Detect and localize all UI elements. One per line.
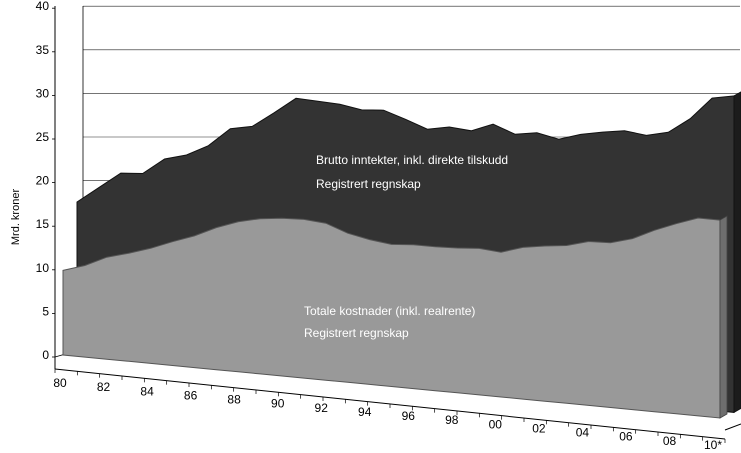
x-tick-label: 82	[97, 380, 111, 394]
x-tick-label: 96	[402, 409, 416, 423]
x-tick-label: 86	[184, 388, 198, 402]
x-tick-label: 90	[271, 397, 285, 411]
series-side-inntekter	[733, 91, 741, 414]
y-tick-label: 5	[42, 304, 49, 318]
y-tick-label: 40	[36, 0, 50, 13]
x-tick-label: 10*	[704, 438, 722, 452]
series-side-kostnader	[719, 215, 728, 419]
x-tick-label: 98	[445, 413, 459, 427]
series-area-kostnader	[62, 217, 721, 419]
y-tick-label: 25	[36, 130, 50, 144]
y-tick-label: 0	[42, 348, 49, 362]
y-tick-label: 30	[36, 86, 50, 100]
x-tick-label: 80	[53, 376, 67, 390]
x-tick-label: 84	[140, 384, 154, 398]
y-tick-label: 20	[36, 174, 50, 188]
x-tick-label: 08	[663, 434, 677, 448]
series-dark-label: Brutto inntekter, inkl. direkte tilskudd	[316, 153, 508, 167]
y-axis-label: Mrd. kroner	[10, 189, 22, 246]
floor-edge-right	[724, 423, 741, 431]
series-dark-sublabel: Registrert regnskap	[316, 177, 421, 191]
x-tick-label: 06	[619, 430, 633, 444]
x-tick-label: 94	[358, 405, 372, 419]
x-tick-label: 92	[315, 401, 329, 415]
x-tick-label: 88	[227, 393, 241, 407]
x-tick-label: 00	[489, 417, 503, 431]
x-tick-label: 04	[576, 426, 590, 440]
y-tick-labels: 0 5 10 15 20 25 30 35 40	[36, 0, 55, 362]
x-tick-labels: 80 82 84 86 88 90 92 94 96 98 00 02 04 06 08 10*	[53, 369, 726, 452]
y-tick-label: 35	[36, 43, 50, 57]
series-areas	[62, 91, 741, 419]
x-tick-label: 02	[532, 422, 546, 436]
series-light-sublabel: Registrert regnskap	[304, 326, 409, 340]
series-light-label: Totale kostnader (inkl. realrente)	[304, 304, 475, 318]
y-tick-label: 15	[36, 217, 50, 231]
y-tick-label: 10	[36, 261, 50, 275]
